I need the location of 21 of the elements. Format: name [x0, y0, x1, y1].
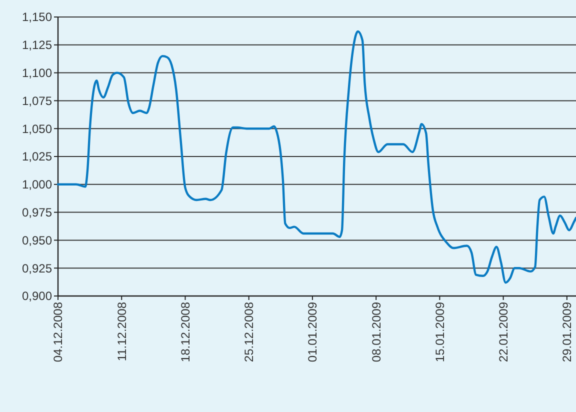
y-tick-label: 0,950 — [22, 233, 52, 248]
x-tick-label: 18.12.2008 — [178, 302, 192, 362]
y-tick-label: 1,075 — [22, 94, 52, 108]
y-tick-label: 1,025 — [22, 150, 52, 164]
x-tick-label: 29.01.2009 — [560, 302, 574, 362]
x-tick-label: 15.01.2009 — [432, 302, 447, 362]
x-tick-label: 25.12.2008 — [242, 302, 256, 362]
y-tick-label: 0,975 — [22, 206, 52, 220]
x-tick-label: 08.01.2009 — [369, 302, 384, 362]
x-tick-label: 22.01.2009 — [496, 302, 510, 362]
y-tick-label: 1,100 — [22, 66, 52, 80]
y-tick-label: 0,925 — [22, 261, 52, 276]
y-tick-label: 1,000 — [22, 178, 52, 192]
x-tick-label: 11.12.2008 — [114, 302, 129, 362]
y-tick-label: 1,050 — [22, 122, 52, 136]
x-tick-label: 01.01.2009 — [306, 302, 320, 362]
line-series — [56, 30, 576, 284]
y-tick-label: 1,125 — [22, 38, 52, 52]
y-tick-label: 1,150 — [22, 10, 52, 24]
x-tick-label: 04.12.2008 — [51, 302, 66, 362]
y-tick-label: 0,900 — [22, 289, 52, 304]
